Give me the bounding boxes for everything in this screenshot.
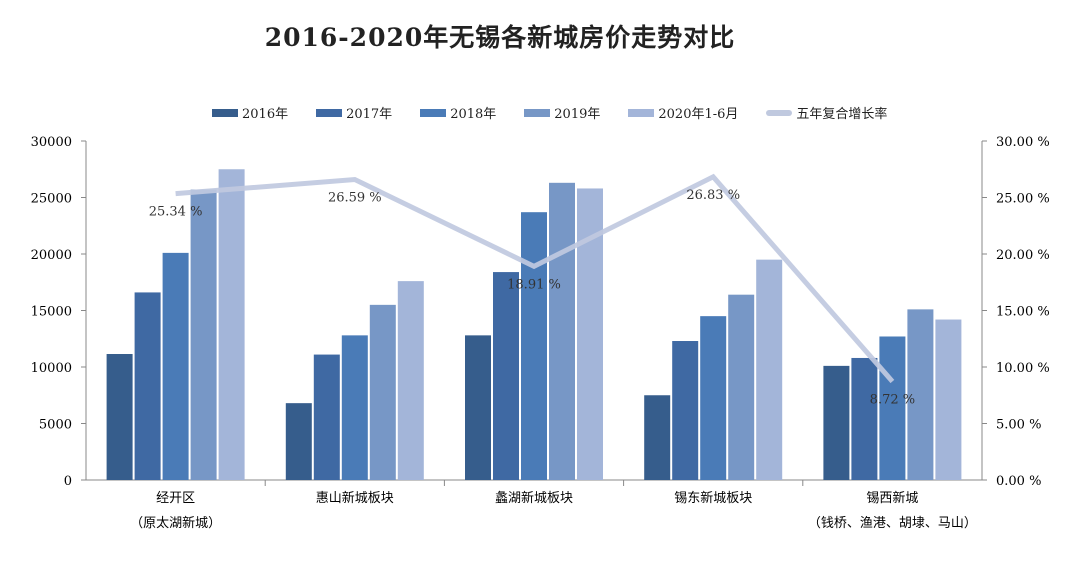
growth-rate-label: 25.34 %	[149, 205, 203, 220]
y-tick-label: 25000	[31, 192, 72, 207]
y2-tick-label: 25.00 %	[996, 192, 1050, 207]
bar-2017年-惠山新城板块	[313, 354, 340, 480]
growth-rate-label: 26.59 %	[328, 191, 382, 206]
bar-2018年-锡东新城板块	[700, 316, 727, 480]
bar-2016年-惠山新城板块	[285, 403, 312, 480]
category-sublabel: （钱桥、渔港、胡埭、马山）	[808, 516, 977, 531]
bar-2019年-锡西新城	[907, 309, 934, 480]
category-label: 惠山新城板块	[316, 490, 394, 506]
bar-2018年-惠山新城板块	[341, 335, 368, 480]
bar-2016年-锡东新城板块	[644, 395, 671, 480]
category-label: 蠡湖新城板块	[495, 490, 573, 506]
legend-item: 2017年	[316, 103, 392, 122]
legend-item: 五年复合增长率	[766, 103, 887, 122]
legend-swatch	[766, 109, 793, 116]
legend-item: 2020年1-6月	[628, 103, 738, 122]
bar-2020年1-6月-惠山新城板块	[397, 281, 424, 480]
bar-2019年-经开区	[190, 189, 217, 480]
category-label: 锡东新城板块	[674, 490, 752, 506]
bar-2016年-经开区	[106, 354, 133, 480]
bar-2019年-锡东新城板块	[728, 294, 755, 480]
growth-rate-label: 8.72 %	[870, 392, 915, 407]
bar-2017年-锡西新城	[851, 357, 878, 480]
bar-2017年-锡东新城板块	[672, 341, 699, 480]
y2-tick-label: 0.00 %	[996, 474, 1041, 489]
y-tick-label: 20000	[31, 248, 72, 263]
category-label: 锡西新城	[866, 490, 918, 506]
legend-label: 2019年	[554, 107, 601, 122]
growth-rate-label: 18.91 %	[507, 277, 561, 292]
legend-label: 2017年	[346, 107, 393, 122]
y2-tick-label: 5.00 %	[996, 418, 1041, 433]
category-sublabel: （原太湖新城）	[130, 515, 221, 531]
y2-tick-label: 30.00 %	[996, 135, 1050, 150]
legend: 2016年 2017年 2018年 2019年 2020年1-6月 五年复合增长率	[212, 103, 887, 122]
bar-2018年-蠡湖新城板块	[521, 212, 547, 480]
legend-swatch	[420, 108, 447, 117]
y2-tick-label: 15.00 %	[996, 305, 1050, 320]
y-tick-label: 15000	[31, 305, 72, 320]
legend-label: 2016年	[242, 107, 289, 122]
legend-label: 2018年	[450, 107, 497, 122]
bar-2020年1-6月-经开区	[218, 169, 245, 480]
bar-2019年-惠山新城板块	[369, 304, 396, 480]
y-tick-label: 10000	[31, 361, 72, 376]
y2-tick-label: 20.00 %	[996, 248, 1050, 263]
growth-rate-label: 26.83 %	[686, 188, 740, 203]
bar-2016年-锡西新城	[823, 365, 850, 480]
legend-label: 五年复合增长率	[796, 107, 888, 122]
y-tick-label: 30000	[31, 135, 72, 150]
legend-swatch	[524, 108, 551, 117]
bar-2017年-蠡湖新城板块	[493, 272, 519, 480]
legend-item: 2018年	[420, 103, 496, 122]
growth-rate-line	[175, 173, 895, 384]
y-tick-label: 0	[64, 474, 72, 489]
legend-item: 2016年	[212, 103, 288, 122]
bar-2017年-经开区	[134, 292, 161, 480]
bar-2019年-蠡湖新城板块	[549, 182, 575, 480]
legend-swatch	[316, 108, 343, 117]
legend-label: 2020年1-6月	[658, 107, 739, 122]
chart-title: 2016-2020年无锡各新城房价走势对比	[264, 23, 736, 52]
y2-tick-label: 10.00 %	[996, 361, 1050, 376]
bar-2016年-蠡湖新城板块	[465, 335, 491, 480]
legend-swatch	[628, 108, 655, 117]
bar-2020年1-6月-锡西新城	[935, 319, 962, 480]
category-label: 经开区	[156, 491, 195, 506]
bar-2018年-经开区	[162, 252, 189, 480]
bar-2018年-锡西新城	[879, 336, 906, 480]
legend-swatch	[212, 108, 238, 117]
y-tick-label: 5000	[39, 418, 72, 433]
bar-2020年1-6月-锡东新城板块	[756, 259, 783, 480]
legend-item: 2019年	[524, 103, 600, 122]
